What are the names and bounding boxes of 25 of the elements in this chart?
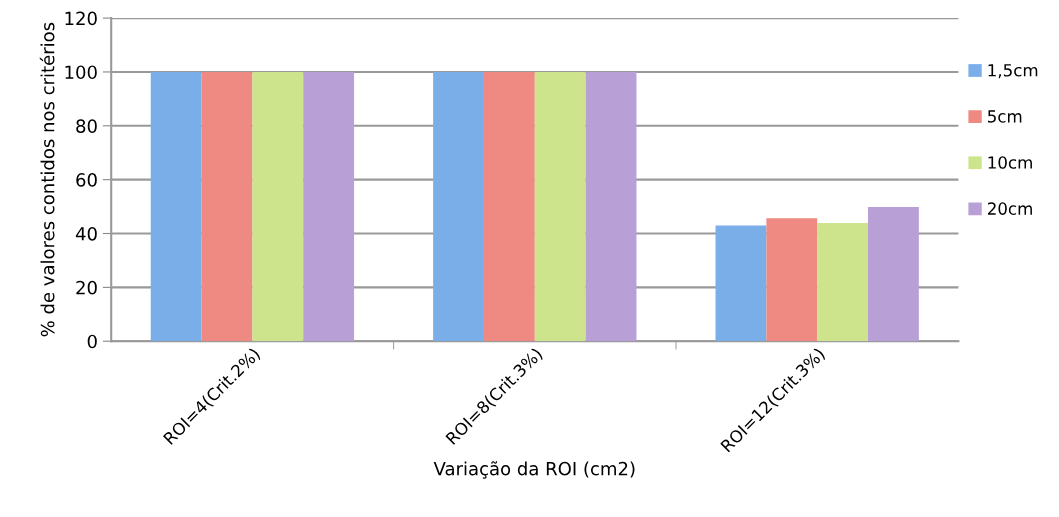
legend-label: 5cm	[988, 110, 1022, 123]
bar	[817, 223, 869, 342]
x-axis-title: Variação da ROI (cm2)	[433, 461, 635, 479]
bar	[150, 71, 202, 342]
bar	[868, 207, 919, 342]
bar	[303, 71, 355, 342]
legend-label: 1,5cm	[988, 64, 1038, 79]
y-tick-label: 0	[87, 334, 97, 349]
bar	[766, 218, 818, 342]
bar	[252, 71, 304, 342]
y-tick-label: 60	[76, 173, 97, 187]
y-tick-label: 40	[75, 226, 97, 241]
bar	[433, 71, 484, 342]
y-tick-label: 20	[76, 280, 97, 295]
legend-label: 10cm	[988, 156, 1032, 169]
legend-label: 20cm	[987, 202, 1032, 215]
bar	[483, 71, 535, 342]
y-tick-label: 100	[65, 65, 97, 80]
bar	[585, 71, 637, 342]
y-axis-title: % de valores contidos nos critérios	[39, 22, 55, 337]
y-tick-label: 120	[65, 11, 97, 26]
y-tick-label: 80	[76, 119, 97, 133]
bar	[201, 71, 253, 342]
bar	[715, 225, 767, 342]
bar	[534, 71, 586, 342]
